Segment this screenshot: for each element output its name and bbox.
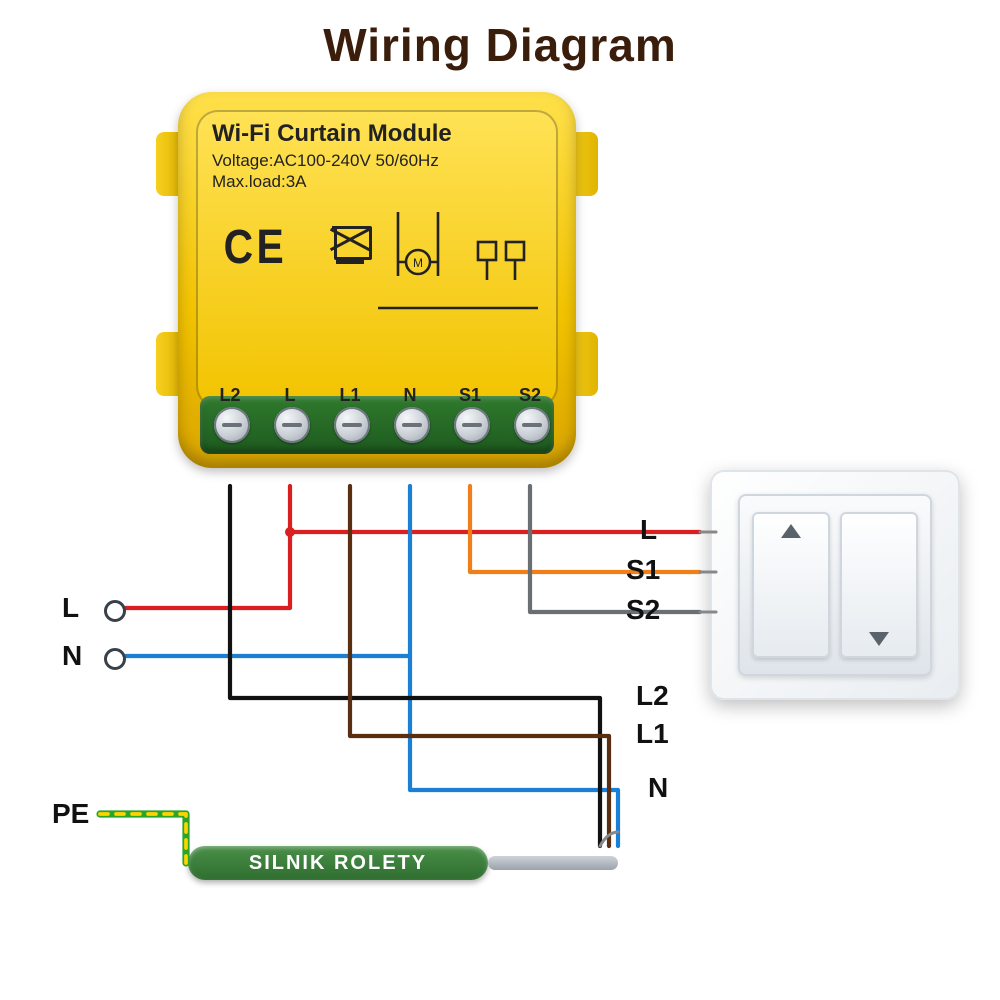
terminal-screw-s2 <box>514 407 550 443</box>
module-label: Wi-Fi Curtain Module Voltage:AC100-240V … <box>212 120 542 193</box>
wall-switch <box>710 470 960 700</box>
input-terminal-n <box>104 648 126 670</box>
ce-mark-icon: CE <box>224 220 287 275</box>
module-name: Wi-Fi Curtain Module <box>212 120 542 148</box>
label-motor-l1: L1 <box>636 718 669 750</box>
diagram-stage: Wiring Diagram Wi-Fi Curtain Module Volt… <box>0 0 1000 1000</box>
label-switch-s2: S2 <box>626 594 660 626</box>
terminal-screw-l2 <box>214 407 250 443</box>
input-terminal-l <box>104 600 126 622</box>
label-input-l: L <box>62 592 79 624</box>
terminal-strip <box>200 396 554 454</box>
terminal-screw-n <box>394 407 430 443</box>
terminal-screw-s1 <box>454 407 490 443</box>
label-input-n: N <box>62 640 82 672</box>
label-switch-l: L <box>640 514 657 546</box>
weee-icon <box>330 220 370 268</box>
pin-label: L1 <box>330 385 370 406</box>
wifi-curtain-module: Wi-Fi Curtain Module Voltage:AC100-240V … <box>178 92 576 468</box>
label-pe: PE <box>52 798 89 830</box>
label-motor-l2: L2 <box>636 680 669 712</box>
internal-schematic: L N M <box>378 212 538 320</box>
pin-label: S1 <box>450 385 490 406</box>
switch-plate <box>738 494 932 676</box>
motor-shaft <box>488 856 618 870</box>
pin-label: L2 <box>210 385 250 406</box>
terminal-screw-l <box>274 407 310 443</box>
motor-label: SILNIK ROLETY <box>249 852 427 875</box>
label-motor-n: N <box>648 772 668 804</box>
pin-label: N <box>390 385 430 406</box>
module-voltage: Voltage:AC100-240V 50/60Hz <box>212 150 542 171</box>
label-switch-s1: S1 <box>626 554 660 586</box>
terminal-screw-l1 <box>334 407 370 443</box>
switch-down-button[interactable] <box>840 512 918 658</box>
page-title: Wiring Diagram <box>0 18 1000 72</box>
arrow-up-icon <box>781 524 801 538</box>
module-maxload: Max.load:3A <box>212 171 542 192</box>
pin-label: L <box>270 385 310 406</box>
svg-text:M: M <box>413 256 423 270</box>
switch-up-button[interactable] <box>752 512 830 658</box>
pin-label: S2 <box>510 385 550 406</box>
roller-motor: SILNIK ROLETY <box>188 846 488 880</box>
arrow-down-icon <box>869 632 889 646</box>
